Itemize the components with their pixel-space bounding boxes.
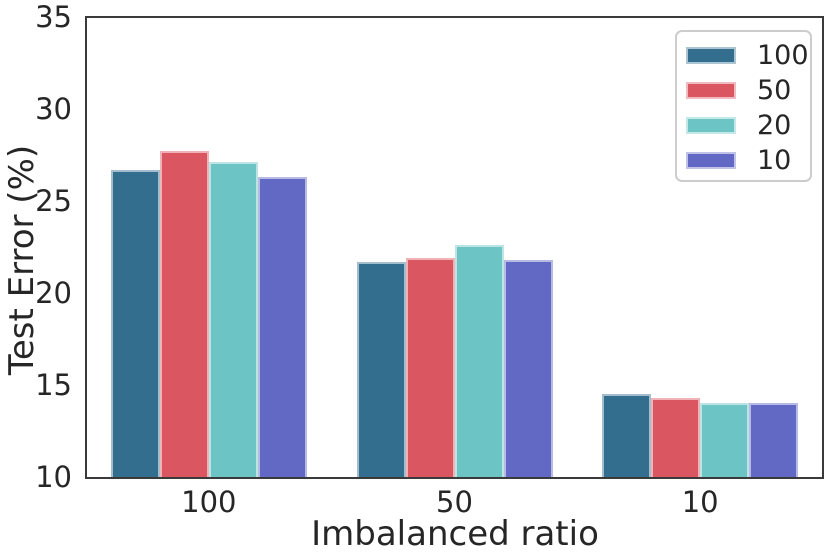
y-tick-label: 10 [35, 460, 72, 494]
x-tick-label: 100 [181, 485, 237, 519]
y-tick-label: 35 [35, 0, 72, 34]
plot-area [85, 16, 824, 479]
x-axis-title: Imbalanced ratio [311, 514, 599, 554]
legend-item-100: 100 [686, 38, 810, 73]
legend-item-20: 20 [686, 108, 810, 143]
legend-item-10: 10 [686, 143, 810, 178]
x-tick-label: 10 [681, 485, 719, 519]
y-axis-title: Test Error (%) [2, 144, 42, 376]
legend-swatch-100 [686, 47, 736, 64]
legend-swatch-10 [686, 152, 736, 169]
legend-swatch-20 [686, 117, 736, 134]
legend: 100 50 20 10 [675, 30, 812, 182]
legend-item-label: 50 [757, 74, 792, 106]
y-tick-label: 30 [35, 92, 72, 126]
legend-item-label: 10 [757, 144, 792, 176]
legend-item-label: 100 [757, 39, 809, 71]
legend-swatch-50 [686, 82, 736, 99]
legend-item-label: 20 [757, 109, 792, 141]
legend-item-50: 50 [686, 73, 810, 108]
